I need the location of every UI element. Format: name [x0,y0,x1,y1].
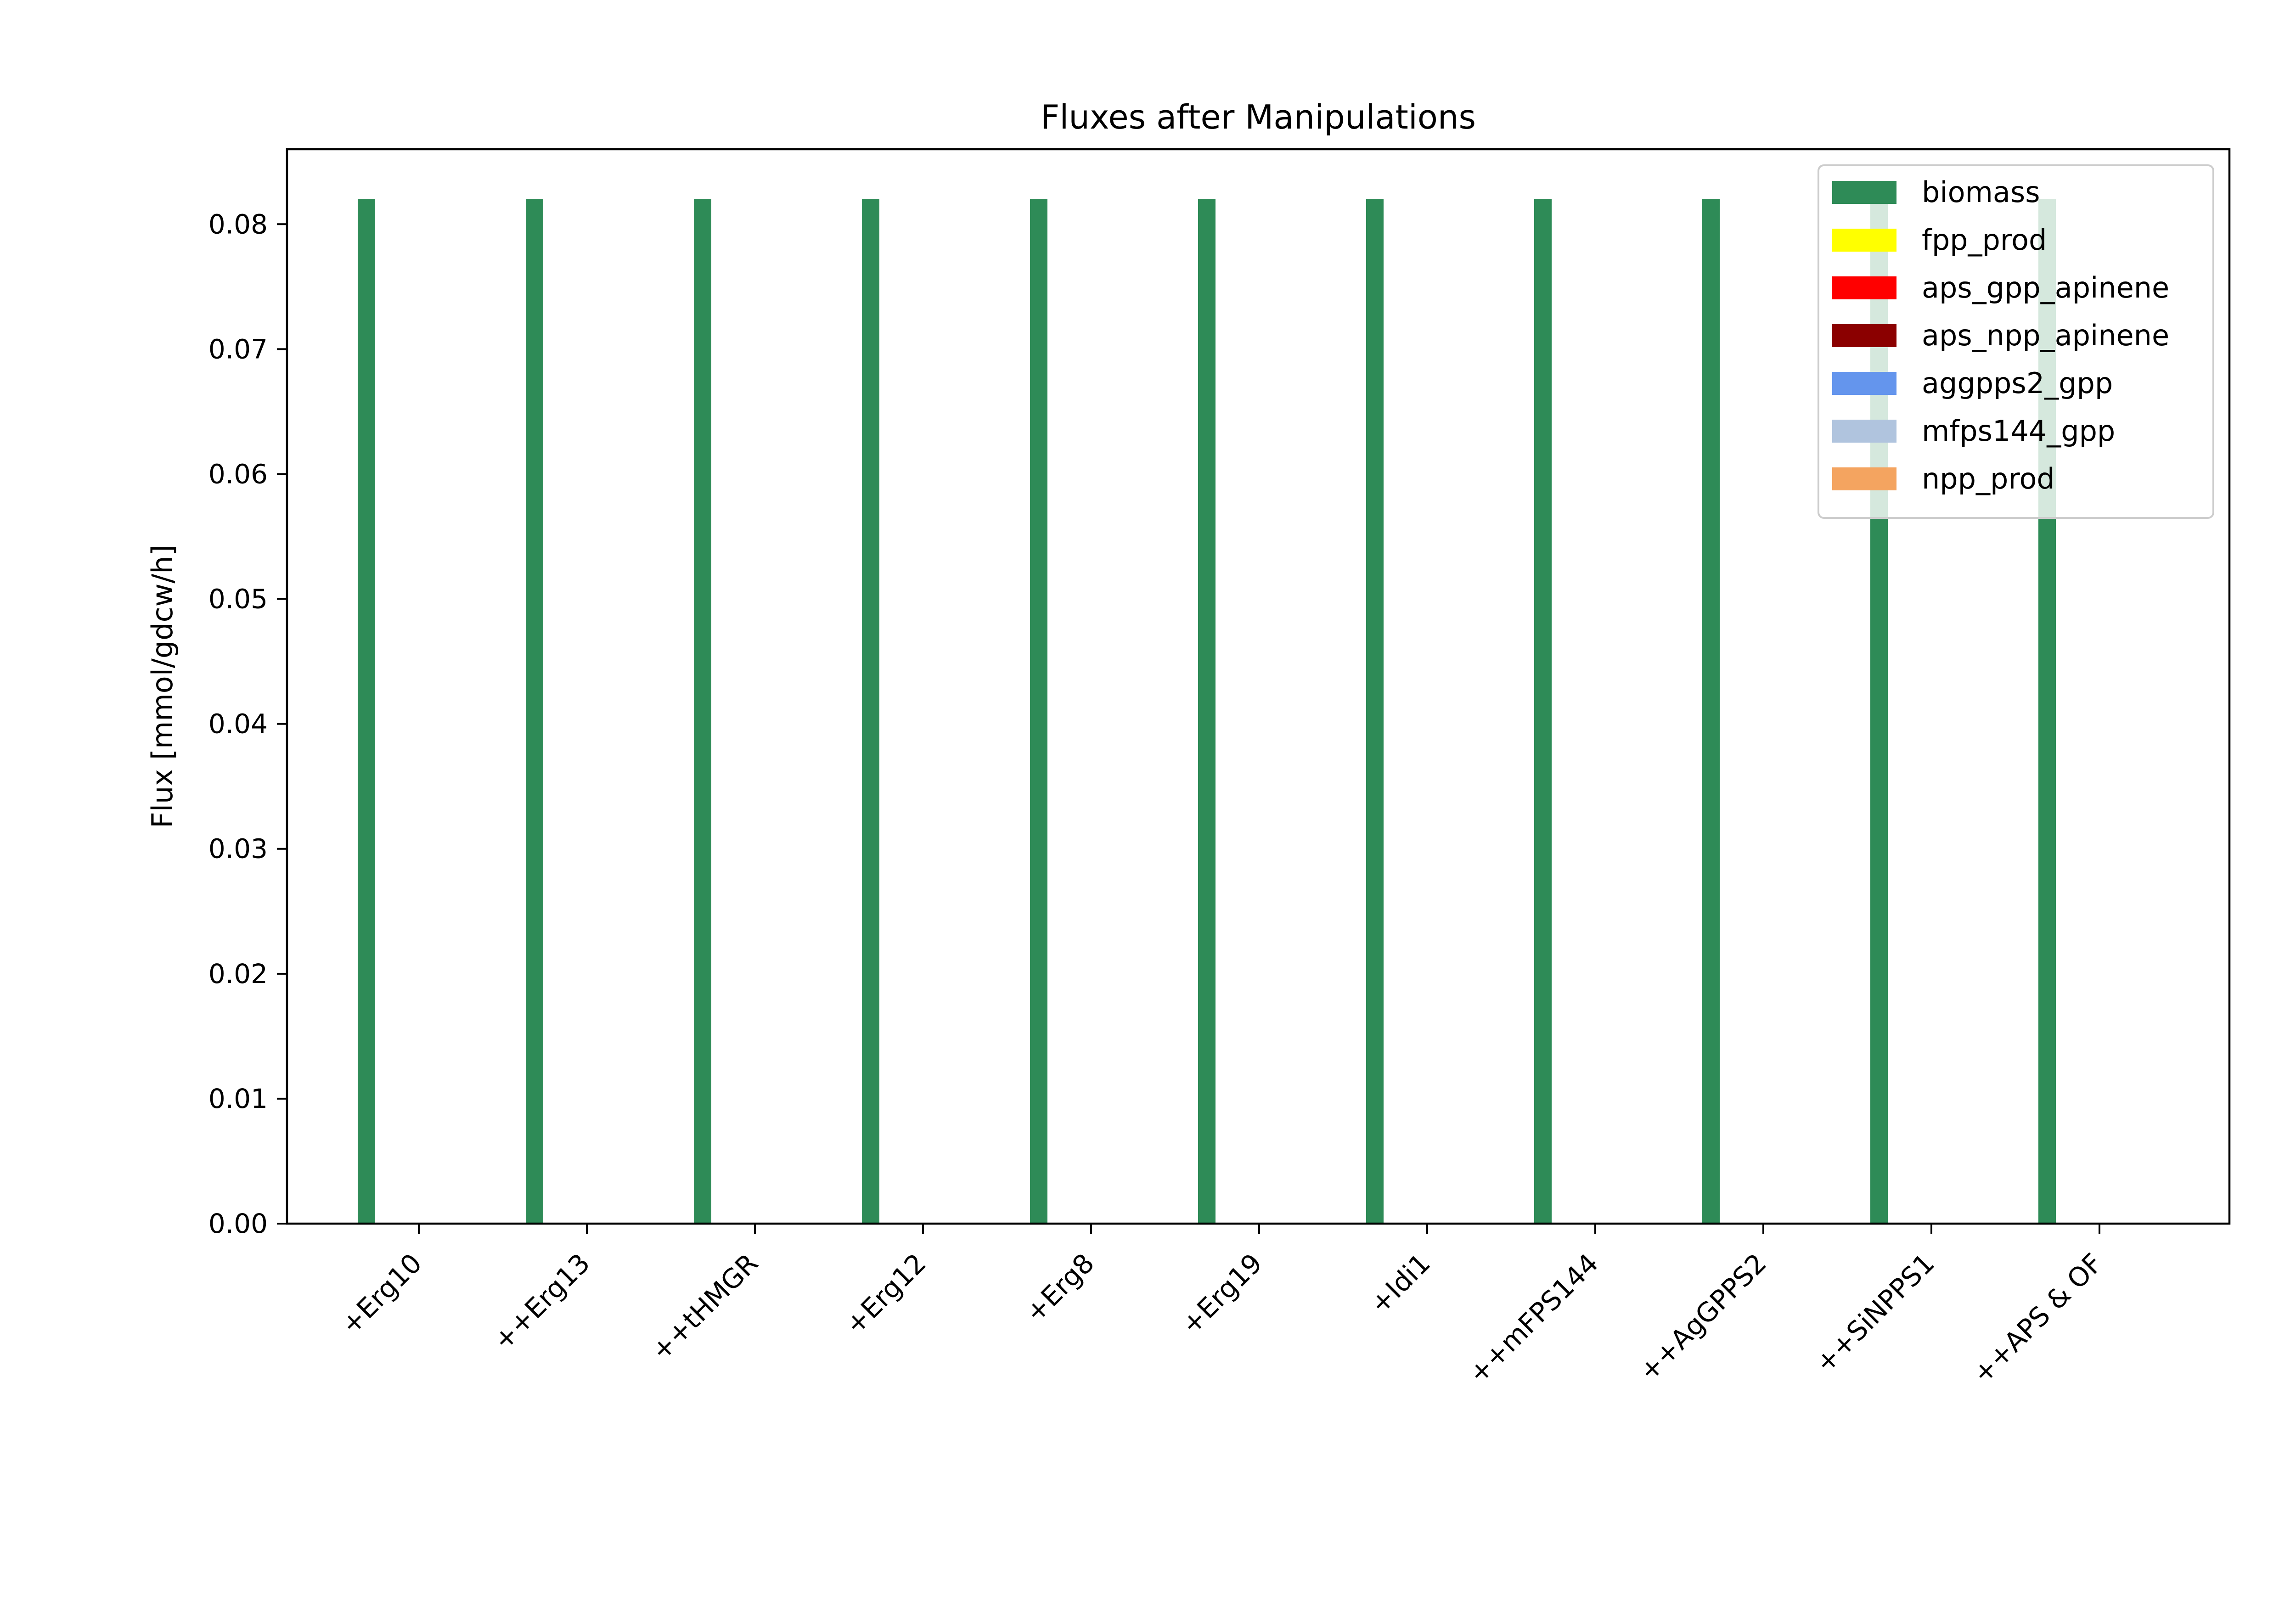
bar-biomass-7 [1534,199,1552,1224]
y-tick-label: 0.04 [208,708,268,740]
y-tick-label: 0.06 [208,458,268,489]
bar-biomass-2 [694,199,711,1224]
legend-label-fpp_prod: fpp_prod [1922,223,2047,257]
legend-swatch-aps_gpp_apinene [1832,276,1896,299]
bar-biomass-3 [862,199,879,1224]
y-tick-label: 0.08 [208,208,268,240]
legend-label-biomass: biomass [1922,175,2040,209]
plot-area [358,199,2056,1224]
bar-biomass-4 [1030,199,1047,1224]
y-tick-label: 0.01 [208,1083,268,1114]
legend-swatch-fpp_prod [1832,229,1896,252]
legend-label-aggpps2_gpp: aggpps2_gpp [1922,366,2113,400]
legend-swatch-mfps144_gpp [1832,420,1896,443]
bar-biomass-5 [1198,199,1216,1224]
legend-swatch-aps_npp_apinene [1832,324,1896,347]
legend-swatch-biomass [1832,181,1896,204]
y-axis-label: Flux [mmol/gdcw/h] [146,545,179,828]
legend-label-aps_npp_apinene: aps_npp_apinene [1922,319,2169,352]
bar-biomass-6 [1366,199,1384,1224]
y-tick-label: 0.07 [208,333,268,365]
bar-biomass-8 [1702,199,1720,1224]
y-tick-label: 0.00 [208,1208,268,1239]
legend-box [1818,164,2214,519]
y-tick-label: 0.02 [208,958,268,989]
bar-biomass-0 [358,199,375,1224]
y-tick-label: 0.05 [208,584,268,615]
legend-label-npp_prod: npp_prod [1922,462,2055,495]
y-tick-label: 0.03 [208,833,268,865]
legend: biomass fpp_prod aps_gpp_apinene aps_npp_ap… [1818,164,2214,519]
legend-swatch-aggpps2_gpp [1832,372,1896,395]
legend-label-aps_gpp_apinene: aps_gpp_apinene [1922,271,2169,304]
legend-swatch-npp_prod [1832,467,1896,490]
chart-title: Fluxes after Manipulations [1041,98,1476,136]
legend-label-mfps144_gpp: mfps144_gpp [1922,414,2115,448]
bar-biomass-1 [526,199,543,1224]
